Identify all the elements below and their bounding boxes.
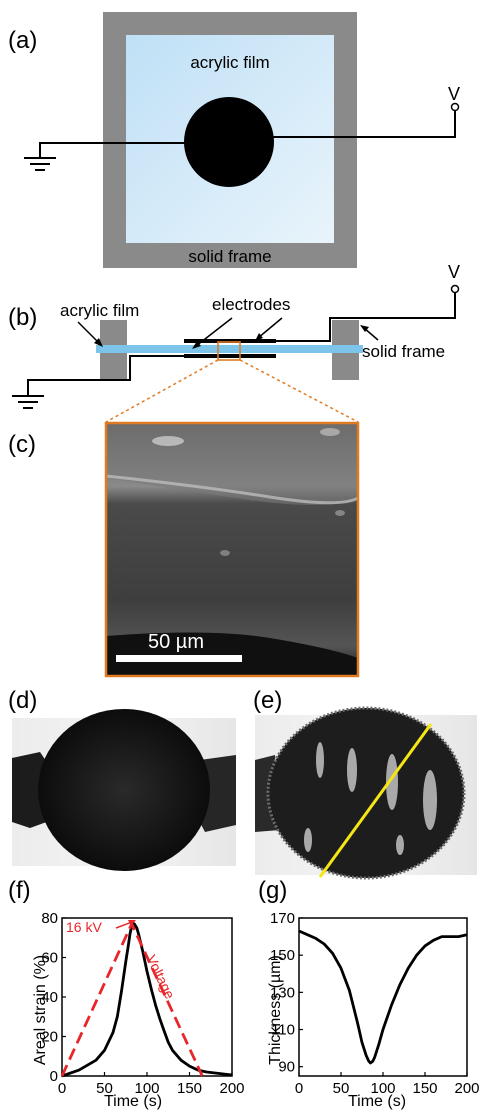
chart-0-ytick-label: 20 (41, 1029, 58, 1046)
chart-0-xtick-label: 150 (177, 1080, 202, 1097)
sem-particle-1 (152, 436, 184, 446)
sem-edge-highlight (105, 474, 359, 505)
panel-c: (c) 50 µm (8, 421, 360, 678)
arrow-icon-electrode-right (255, 317, 283, 341)
chart-0-xtick-label: 100 (134, 1080, 159, 1097)
ground-symbol-icon-b (12, 395, 44, 409)
chart-0-ytick-label: 60 (41, 950, 58, 967)
chart-1-ytick-label: 130 (270, 984, 295, 1001)
zoom-box (217, 341, 241, 361)
panel-e: (e) (253, 687, 477, 880)
chart-0-ytick-label: 0 (50, 1068, 58, 1085)
sem-particle-4 (335, 510, 345, 516)
chart-1-ytick-label: 110 (271, 1022, 295, 1039)
ground-wire-b (27, 355, 230, 396)
panel-b: (b) acrylic film electrodes solid frame … (8, 262, 460, 423)
arrow-icon-electrode-left (192, 317, 233, 349)
sem-border (104, 421, 360, 678)
chart-1-xtick-label: 0 (295, 1080, 303, 1097)
chart-g: (g) Thickness (µm) Time (s) 0 50 100 150 200… (258, 877, 479, 1110)
panel-d: (d) (8, 687, 236, 871)
f-xlabel: Time (s) (104, 1093, 162, 1110)
chart-1-xtick-label: 150 (412, 1080, 437, 1097)
scan-line (318, 723, 433, 878)
chart-1-xtick-label: 50 (333, 1080, 350, 1097)
ground-symbol-icon (24, 157, 56, 171)
panel-a-label: (a) (8, 27, 37, 54)
voltage-label: V (448, 84, 460, 104)
ground-wire (39, 142, 230, 158)
arrow-icon-film (77, 321, 103, 347)
wrinkle-highlights (304, 742, 437, 855)
chart-0-axes-frame (61, 917, 233, 1077)
electrodes-label: electrodes (212, 295, 290, 314)
voltage-label-b: V (448, 262, 460, 282)
panel-d-label: (d) (8, 687, 37, 714)
sem-bottom-dark (106, 632, 358, 676)
panel-b-label: (b) (8, 304, 37, 331)
chart-1-xtick-label: 200 (454, 1080, 479, 1097)
voltage-terminal-icon (450, 102, 460, 112)
panel-g-label: (g) (258, 877, 287, 904)
panel-a: (a) acrylic film solid frame V (8, 12, 460, 268)
chart-1-xtick-label: 100 (370, 1080, 395, 1097)
panel-f-label: (f) (8, 877, 31, 904)
voltage-wire (230, 110, 456, 138)
g-ylabel: Thickness (µm) (267, 955, 284, 1065)
zoom-line-right (239, 359, 359, 423)
f-ylabel: Areal strain (%) (32, 955, 49, 1065)
arrow-icon-frame (360, 325, 379, 341)
chart-0-xtick-label: 50 (96, 1080, 113, 1097)
chart-1-ytick-label: 90 (278, 1059, 295, 1076)
chart-0-xtick-label: 0 (58, 1080, 66, 1097)
f-annotation-voltage: 16 kV (66, 919, 102, 935)
chart-0-xtick-label: 200 (219, 1080, 244, 1097)
chart-1-ytick-label: 150 (270, 947, 295, 964)
chart-f: (f) Areal strain (%) Time (s) 16 kV Volt… (8, 877, 245, 1110)
electrode-disc (184, 97, 274, 187)
chart-0-ytick-label: 40 (41, 989, 58, 1006)
sem-particle-2 (320, 428, 340, 436)
panel-e-label: (e) (253, 687, 282, 714)
chart-1-ytick-label: 170 (270, 910, 295, 927)
disc-e-rim (266, 706, 466, 880)
chart-0-series-0-line (61, 922, 233, 1078)
chart-1-series-0-line (298, 929, 468, 1065)
chart-1-axes-frame (298, 917, 468, 1077)
chart-0-series-1-line (60, 922, 204, 1077)
voltage-wire-b (230, 292, 456, 342)
scale-bar (116, 655, 242, 662)
solid-frame-label-b: solid frame (362, 342, 445, 361)
sem-particle-3 (220, 550, 230, 556)
acrylic-film-label: acrylic film (190, 53, 269, 72)
chart-0-ytick-label: 80 (41, 910, 58, 927)
acrylic-film-strip (96, 345, 363, 353)
scale-bar-label: 50 µm (148, 631, 204, 653)
acrylic-film-label-b: acrylic film (60, 301, 139, 320)
solid-frame-label: solid frame (188, 247, 271, 266)
voltage-terminal-icon-b (450, 284, 460, 294)
panel-c-label: (c) (8, 431, 36, 458)
dark-disc-d (38, 709, 210, 871)
g-xlabel: Time (s) (348, 1093, 406, 1110)
